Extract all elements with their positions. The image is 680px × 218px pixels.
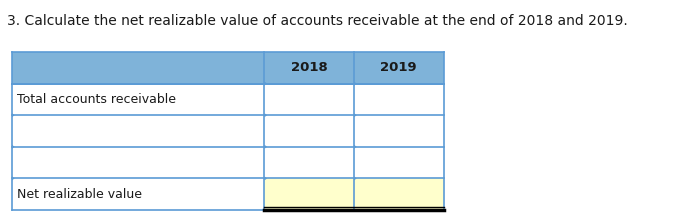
Polygon shape [265,113,267,117]
Polygon shape [265,145,267,149]
Polygon shape [12,176,15,181]
Polygon shape [265,176,267,181]
Bar [12,147,443,178]
Bar [12,178,443,210]
Bar [12,83,443,115]
Bar [265,178,354,210]
Bar [354,178,443,210]
Text: 2018: 2018 [291,61,328,74]
Polygon shape [354,113,357,117]
Bar [12,52,443,83]
Polygon shape [12,113,15,117]
Text: Total accounts receivable: Total accounts receivable [17,93,176,106]
Polygon shape [354,176,357,181]
Polygon shape [354,145,357,149]
Polygon shape [12,145,15,149]
Text: 3. Calculate the net realizable value of accounts receivable at the end of 2018 : 3. Calculate the net realizable value of… [7,14,628,28]
Text: Net realizable value: Net realizable value [17,188,142,201]
Text: 2019: 2019 [381,61,417,74]
Bar [12,115,443,147]
Polygon shape [265,82,267,86]
Polygon shape [354,82,357,86]
